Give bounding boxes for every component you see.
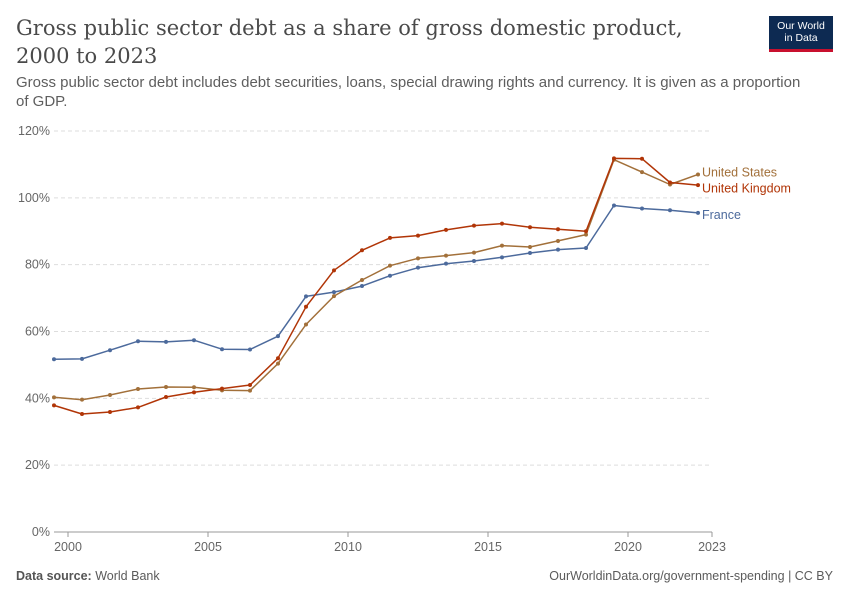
data-point bbox=[304, 322, 308, 327]
data-point bbox=[276, 361, 280, 366]
data-point bbox=[52, 403, 56, 408]
data-point bbox=[416, 256, 420, 261]
data-point bbox=[388, 273, 392, 278]
data-point bbox=[360, 248, 364, 253]
y-tick-label: 60% bbox=[25, 325, 50, 339]
data-point bbox=[556, 238, 560, 243]
chart-title: Gross public sector debt as a share of g… bbox=[16, 16, 683, 68]
data-point bbox=[248, 388, 252, 393]
data-point bbox=[136, 339, 140, 344]
data-point bbox=[416, 233, 420, 238]
data-point bbox=[332, 268, 336, 273]
data-point bbox=[668, 180, 672, 185]
data-point bbox=[192, 385, 196, 390]
data-point bbox=[80, 356, 84, 361]
data-point bbox=[500, 243, 504, 248]
data-point bbox=[332, 294, 336, 299]
data-point bbox=[136, 405, 140, 410]
data-point bbox=[332, 290, 336, 295]
y-tick-label: 120% bbox=[18, 124, 50, 138]
series-line-united-states bbox=[53, 158, 699, 401]
data-point bbox=[220, 386, 224, 391]
x-tick-label: 2000 bbox=[54, 540, 82, 554]
data-point bbox=[248, 382, 252, 387]
y-tick-label: 40% bbox=[25, 391, 50, 405]
data-source-value: World Bank bbox=[95, 569, 160, 583]
data-point bbox=[388, 263, 392, 268]
data-point bbox=[80, 397, 84, 402]
logo-line-1: Our World bbox=[777, 20, 825, 32]
data-point bbox=[276, 334, 280, 339]
data-point bbox=[164, 384, 168, 389]
series-label: United States bbox=[702, 166, 777, 180]
x-tick-label: 2020 bbox=[614, 540, 642, 554]
data-point bbox=[584, 229, 588, 234]
data-point bbox=[304, 294, 308, 299]
data-point bbox=[192, 338, 196, 343]
data-point bbox=[696, 210, 700, 215]
data-point bbox=[164, 339, 168, 344]
data-point bbox=[388, 235, 392, 240]
source-url[interactable]: OurWorldinData.org/government-spending |… bbox=[549, 569, 833, 583]
data-point bbox=[472, 223, 476, 228]
data-point bbox=[416, 265, 420, 270]
data-source-label: Data source: bbox=[16, 569, 92, 583]
data-point bbox=[696, 183, 700, 188]
x-tick-label: 2015 bbox=[474, 540, 502, 554]
data-point bbox=[360, 278, 364, 283]
data-point bbox=[52, 357, 56, 362]
x-tick-label: 2005 bbox=[194, 540, 222, 554]
data-source: Data source: World Bank bbox=[16, 569, 160, 583]
series-line-united-kingdom bbox=[53, 157, 699, 415]
data-point bbox=[52, 395, 56, 400]
data-point bbox=[528, 225, 532, 230]
series-label: France bbox=[702, 208, 741, 222]
data-point bbox=[108, 348, 112, 353]
y-tick-label: 100% bbox=[18, 191, 50, 205]
y-tick-label: 20% bbox=[25, 458, 50, 472]
data-point bbox=[640, 170, 644, 175]
series-line-france bbox=[53, 204, 699, 360]
logo-line-2: in Data bbox=[784, 32, 818, 44]
data-point bbox=[612, 156, 616, 161]
data-point bbox=[444, 227, 448, 232]
data-point bbox=[164, 394, 168, 399]
data-point bbox=[500, 255, 504, 260]
data-point bbox=[472, 250, 476, 255]
y-tick-label: 0% bbox=[32, 525, 50, 539]
data-point bbox=[556, 247, 560, 252]
x-tick-label: 2023 bbox=[698, 540, 726, 554]
series-label: United Kingdom bbox=[702, 181, 791, 195]
data-point bbox=[108, 410, 112, 415]
data-point bbox=[136, 386, 140, 391]
data-point bbox=[556, 227, 560, 232]
data-point bbox=[248, 347, 252, 352]
data-point bbox=[220, 347, 224, 352]
data-point bbox=[80, 412, 84, 417]
data-point bbox=[612, 203, 616, 208]
data-point bbox=[696, 172, 700, 177]
data-point bbox=[668, 208, 672, 213]
data-point bbox=[360, 284, 364, 289]
data-point bbox=[108, 392, 112, 397]
data-point bbox=[640, 206, 644, 211]
owid-logo[interactable]: Our World in Data bbox=[769, 16, 833, 52]
y-tick-label: 80% bbox=[25, 258, 50, 272]
data-point bbox=[584, 245, 588, 250]
data-point bbox=[304, 304, 308, 309]
data-point bbox=[500, 221, 504, 226]
data-point bbox=[276, 356, 280, 361]
x-tick-label: 2010 bbox=[334, 540, 362, 554]
data-point bbox=[640, 156, 644, 161]
data-point bbox=[528, 250, 532, 255]
data-point bbox=[528, 244, 532, 249]
data-point bbox=[444, 253, 448, 258]
data-point bbox=[472, 258, 476, 263]
data-point bbox=[584, 232, 588, 237]
data-point bbox=[192, 390, 196, 395]
chart-subtitle: Gross public sector debt includes debt s… bbox=[16, 74, 801, 110]
data-point bbox=[444, 261, 448, 266]
